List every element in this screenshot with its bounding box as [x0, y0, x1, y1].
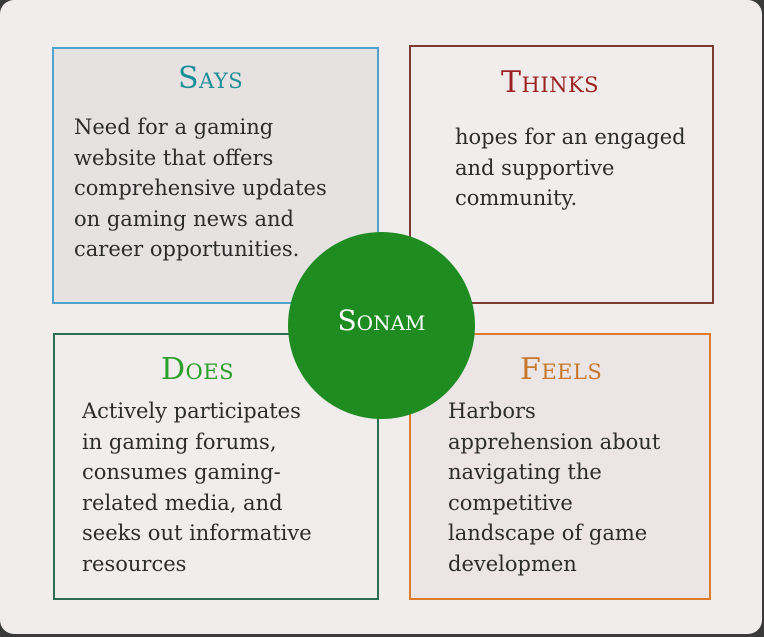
persona-name: Sonam — [337, 304, 426, 337]
persona-circle: Sonam — [288, 232, 475, 419]
thinks-quadrant — [409, 45, 714, 304]
feels-quadrant — [409, 333, 711, 600]
thinks-text: hopes for an engaged and supportive comm… — [455, 125, 686, 210]
thinks-heading: Thinks — [501, 65, 600, 100]
does-heading: Does — [161, 352, 234, 387]
feels-text: Harbors apprehension about navigating th… — [448, 399, 661, 576]
feels-heading: Feels — [520, 352, 603, 387]
says-text: Need for a gaming website that offers co… — [74, 115, 327, 261]
says-heading: Says — [178, 61, 244, 96]
does-text: Actively participates in gaming forums, … — [82, 399, 312, 576]
